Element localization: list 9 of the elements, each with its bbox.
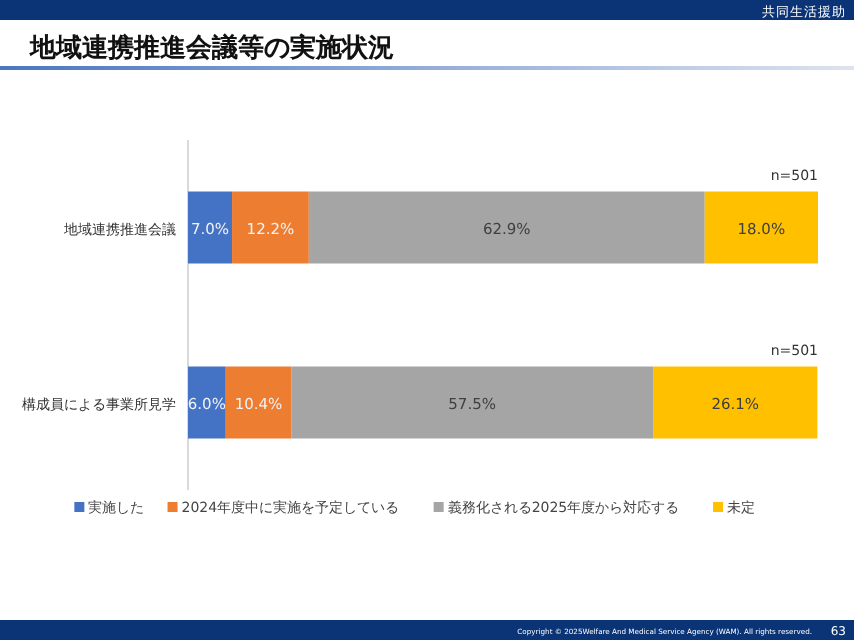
bar	[704, 191, 818, 264]
bar	[188, 191, 233, 264]
bar	[232, 191, 309, 264]
bar	[291, 366, 654, 439]
bar	[653, 366, 818, 439]
chart-title: 地域連携推進会議等の実施状況	[28, 32, 394, 64]
bar	[225, 366, 292, 439]
bar	[188, 366, 226, 439]
bar	[308, 191, 705, 264]
